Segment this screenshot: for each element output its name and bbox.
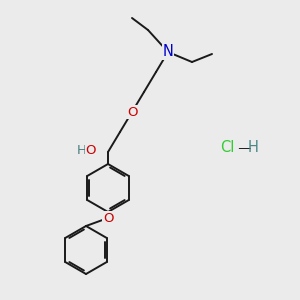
Text: —: — [234, 142, 256, 154]
Text: O: O [127, 106, 137, 118]
Text: O: O [86, 143, 96, 157]
Text: H: H [248, 140, 259, 155]
Text: Cl: Cl [220, 140, 234, 155]
Text: O: O [103, 212, 113, 224]
Text: N: N [163, 44, 173, 59]
Text: H: H [77, 143, 87, 157]
